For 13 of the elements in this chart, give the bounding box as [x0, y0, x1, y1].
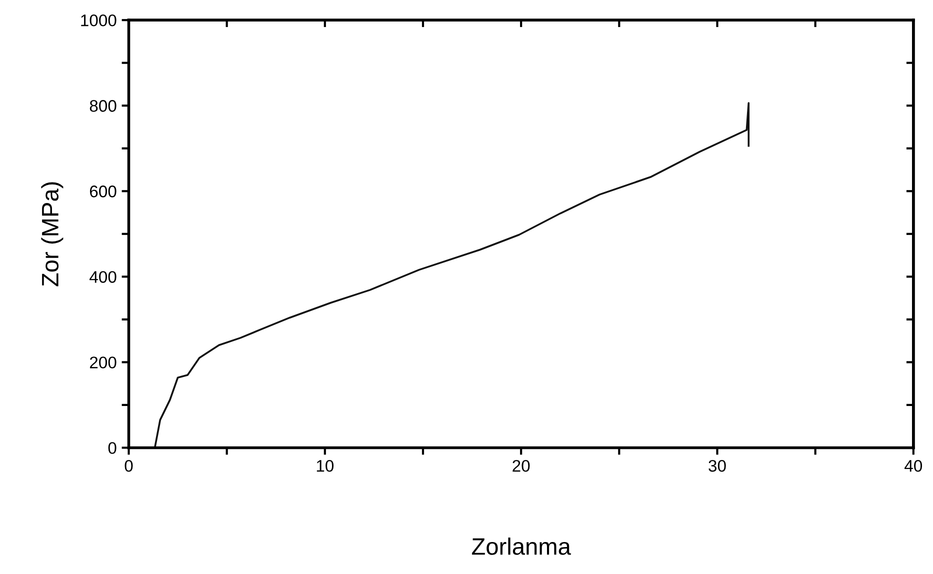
x-tick-label: 10 [316, 460, 334, 472]
y-axis-title: Zor (MPa) [41, 182, 64, 286]
x-axis-title: Zorlanma [472, 538, 571, 555]
y-tick-label: 1000 [81, 14, 116, 26]
x-tick-label: 20 [512, 460, 530, 472]
y-tick-label: 800 [90, 100, 116, 112]
x-tick-label: 30 [708, 460, 726, 472]
y-tick-label: 200 [90, 356, 116, 368]
y-tick-label: 0 [108, 442, 116, 454]
y-tick-label: 600 [90, 186, 116, 198]
x-tick-label: 0 [124, 460, 133, 472]
x-tick-label: 40 [904, 460, 922, 472]
y-tick-label: 400 [90, 271, 116, 283]
